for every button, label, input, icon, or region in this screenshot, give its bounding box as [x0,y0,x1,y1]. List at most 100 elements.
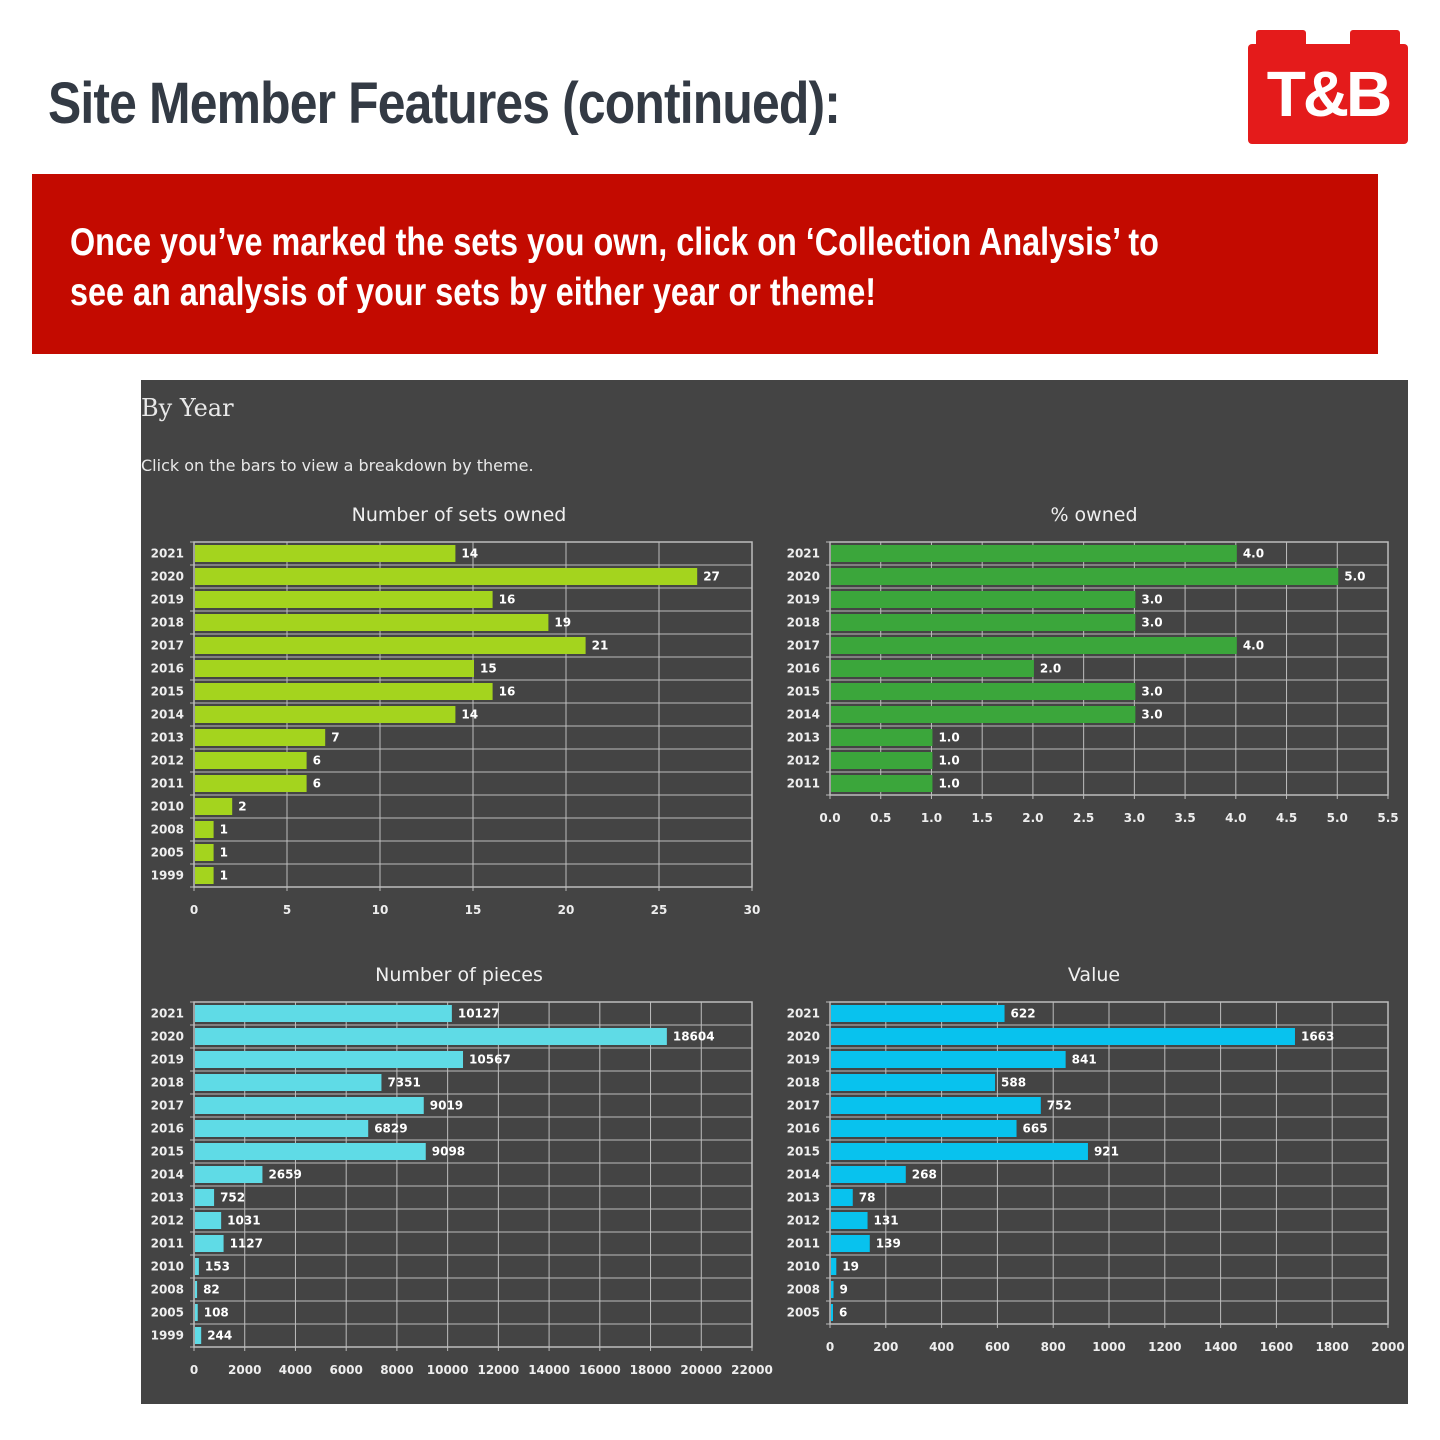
bar-1999[interactable] [195,867,214,884]
bar-value-label: 9019 [430,1099,463,1113]
bar-2011[interactable] [831,1235,870,1252]
bar-value-label: 244 [207,1329,232,1343]
bar-value-label: 27 [703,570,720,584]
bar-2012[interactable] [195,752,307,769]
bar-2020[interactable] [195,1028,667,1045]
y-category-label: 2014 [787,1168,820,1182]
bar-value-label: 7 [331,731,339,745]
info-banner: Once you’ve marked the sets you own, cli… [32,174,1378,354]
x-tick-label: 800 [1041,1340,1066,1354]
bar-2011[interactable] [195,1235,224,1252]
bar-2012[interactable] [831,752,933,769]
bar-2016[interactable] [831,660,1034,677]
bar-2016[interactable] [195,660,474,677]
bar-2016[interactable] [831,1120,1017,1137]
bar-2014[interactable] [195,1166,263,1183]
bar-2014[interactable] [831,706,1136,723]
bar-2019[interactable] [831,591,1136,608]
bar-value-label: 752 [220,1191,245,1205]
x-tick-label: 0.5 [870,811,891,825]
bar-2021[interactable] [195,545,456,562]
bar-2013[interactable] [195,729,326,746]
bar-2016[interactable] [195,1120,369,1137]
bar-2010[interactable] [195,798,233,815]
bar-2017[interactable] [831,637,1237,654]
bar-value-label: 19 [554,616,571,630]
x-tick-label: 0 [826,1340,834,1354]
bar-2013[interactable] [831,1189,853,1206]
bar-2010[interactable] [831,1258,837,1275]
bar-2020[interactable] [831,1028,1295,1045]
chart-sets: Number of sets owned 0 5 10 15 20 25 30 2021 14 20… [151,504,761,917]
plot-frame [193,541,753,888]
bar-2005[interactable] [831,1304,833,1321]
x-tick-label: 8000 [380,1363,413,1377]
bar-2005[interactable] [195,844,214,861]
x-tick-label: 0.0 [819,811,840,825]
x-tick-label: 1400 [1204,1340,1237,1354]
x-tick-label: 4000 [279,1363,312,1377]
x-tick-label: 1.0 [921,811,942,825]
bar-2015[interactable] [195,1143,426,1160]
bar-value-label: 1.0 [938,754,959,768]
bar-2019[interactable] [831,1051,1066,1068]
y-category-label: 2011 [151,1237,184,1251]
banner-text: Once you’ve marked the sets you own, cli… [70,221,1159,314]
bar-value-label: 82 [203,1283,220,1297]
bar-2017[interactable] [195,637,586,654]
bar-2021[interactable] [195,1005,452,1022]
bar-2012[interactable] [831,1212,868,1229]
bar-2012[interactable] [195,1212,222,1229]
bar-2014[interactable] [831,1166,906,1183]
bar-2017[interactable] [195,1097,424,1114]
bar-2010[interactable] [195,1258,199,1275]
bar-2019[interactable] [195,1051,464,1068]
bar-2018[interactable] [831,1074,996,1091]
bar-2018[interactable] [195,1074,382,1091]
bar-2008[interactable] [195,821,214,838]
bar-2011[interactable] [195,775,307,792]
bar-2008[interactable] [831,1281,834,1298]
y-category-label: 2011 [151,777,184,791]
bar-2008[interactable] [195,1281,198,1298]
x-tick-label: 14000 [528,1363,570,1377]
bar-2015[interactable] [831,683,1136,700]
bar-2021[interactable] [831,1005,1005,1022]
bar-2014[interactable] [195,706,456,723]
bar-2020[interactable] [195,568,698,585]
x-tick-label: 2.0 [1022,811,1043,825]
x-tick-label: 10000 [427,1363,469,1377]
bar-value-label: 921 [1094,1145,1119,1159]
bar-value-label: 2 [238,800,246,814]
x-tick-label: 22000 [731,1363,773,1377]
bar-2015[interactable] [195,683,493,700]
y-category-label: 2010 [787,1260,820,1274]
bar-2015[interactable] [831,1143,1088,1160]
chart-value: Value 0 200 400 600 800 1000 1200 1400 1600 1800 20… [787,964,1405,1354]
bar-2018[interactable] [831,614,1136,631]
y-category-label: 1999 [151,869,184,883]
x-tick-label: 20 [558,903,575,917]
bar-value-label: 1.0 [938,777,959,791]
bar-2013[interactable] [195,1189,215,1206]
bar-2021[interactable] [831,545,1237,562]
bar-2019[interactable] [195,591,493,608]
y-category-label: 2017 [787,639,820,653]
x-tick-label: 6000 [329,1363,362,1377]
y-category-label: 2018 [787,616,820,630]
bar-2018[interactable] [195,614,549,631]
bar-2020[interactable] [831,568,1339,585]
y-category-label: 2017 [151,639,184,653]
bar-2017[interactable] [831,1097,1041,1114]
x-tick-label: 3.0 [1124,811,1145,825]
y-category-label: 2011 [787,777,820,791]
bar-value-label: 108 [204,1306,229,1320]
bar-value-label: 139 [876,1237,901,1251]
bar-1999[interactable] [195,1327,202,1344]
bar-2005[interactable] [195,1304,198,1321]
bar-2013[interactable] [831,729,933,746]
bar-value-label: 665 [1023,1122,1048,1136]
x-tick-label: 10 [372,903,389,917]
bar-2011[interactable] [831,775,933,792]
bar-value-label: 19 [842,1260,859,1274]
